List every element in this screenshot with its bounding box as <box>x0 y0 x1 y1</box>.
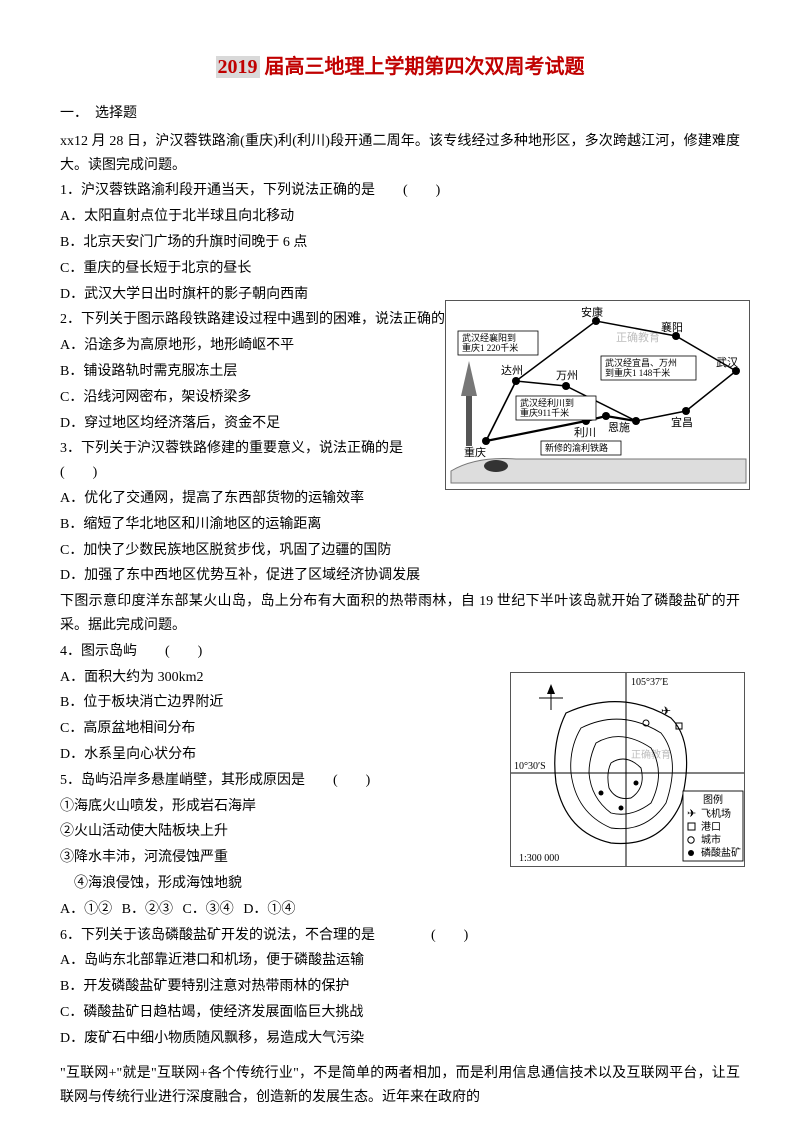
svg-text:武汉: 武汉 <box>716 356 738 369</box>
svg-text:襄阳: 襄阳 <box>661 320 683 334</box>
svg-text:105°37′E: 105°37′E <box>631 677 668 688</box>
svg-text:武汉经襄阳到: 武汉经襄阳到 <box>462 332 516 343</box>
q3: 3．下列关于沪汉蓉铁路修建的重要意义，说法正确的是 ( ) <box>60 437 430 485</box>
title-rest: 届高三地理上学期第四次双周考试题 <box>260 56 585 78</box>
svg-text:宜昌: 宜昌 <box>671 415 693 429</box>
q3-d: D．加强了东中西地区优势互补，促进了区域经济协调发展 <box>60 564 740 588</box>
title-year: 2019 <box>216 56 260 78</box>
page-title: 2019 届高三地理上学期第四次双周考试题 <box>60 50 740 84</box>
section-heading: 一． 选择题 <box>60 102 740 126</box>
q4: 4．图示岛屿 ( ) <box>60 640 498 664</box>
figure-island-map: 105°37′E 10°30′S 正确教育 ✈ 1:300 000 图例 ✈ 飞… <box>510 672 745 867</box>
svg-text:武汉经宜昌、万州: 武汉经宜昌、万州 <box>605 357 677 368</box>
q5-1: ①海底火山喷发，形成岩石海岸 <box>60 795 498 819</box>
q4-c: C．高原盆地相间分布 <box>60 717 498 741</box>
svg-text:重庆: 重庆 <box>464 445 486 459</box>
q6-a: A．岛屿东北部靠近港口和机场，便于磷酸盐运输 <box>60 949 740 973</box>
q6-d: D．废矿石中细小物质随风飘移，易造成大气污染 <box>60 1027 740 1051</box>
q3-c: C．加快了少数民族地区脱贫步伐，巩固了边疆的国防 <box>60 539 430 563</box>
q5: 5．岛屿沿岸多悬崖峭壁，其形成原因是 ( ) <box>60 769 498 793</box>
svg-text:到重庆1 148千米: 到重庆1 148千米 <box>605 367 670 378</box>
svg-text:达州: 达州 <box>501 364 523 377</box>
q5-ob: B．②③ <box>122 902 173 917</box>
svg-text:安康: 安康 <box>581 305 603 319</box>
svg-text:城市: 城市 <box>701 833 721 846</box>
intro-3: "互联网+"就是"互联网+各个传统行业"，不是简单的两者相加，而是利用信息通信技… <box>60 1062 740 1110</box>
q2-a: A．沿途多为高原地形，地形崎岖不平 <box>60 334 430 358</box>
intro-2: 下图示意印度洋东部某火山岛，岛上分布有大面积的热带雨林，自 19 世纪下半叶该岛… <box>60 590 740 638</box>
q4-b: B．位于板块消亡边界附近 <box>60 691 498 715</box>
q6: 6．下列关于该岛磷酸盐矿开发的说法，不合理的是 ( ) <box>60 924 740 948</box>
q4-d: D．水系呈向心状分布 <box>60 743 498 767</box>
svg-text:正确教育: 正确教育 <box>631 748 671 761</box>
svg-text:重庆911千米: 重庆911千米 <box>520 407 569 418</box>
q4-a: A．面积大约为 300km2 <box>60 666 498 690</box>
svg-text:✈: ✈ <box>661 704 671 718</box>
q5-oa: A．①② <box>60 902 112 917</box>
q5-oc: C．③④ <box>182 902 233 917</box>
svg-text:万州: 万州 <box>556 370 578 382</box>
intro-1: xx12 月 28 日，沪汉蓉铁路渝(重庆)利(利川)段开通二周年。该专线经过多… <box>60 130 740 178</box>
q1-c: C．重庆的昼长短于北京的昼长 <box>60 257 740 281</box>
q1-b: B．北京天安门广场的升旗时间晚于 6 点 <box>60 231 740 255</box>
svg-text:利川: 利川 <box>574 426 596 439</box>
svg-text:1:300 000: 1:300 000 <box>519 853 559 864</box>
q2-b: B．铺设路轨时需克服冻土层 <box>60 360 430 384</box>
q5-4: ④海浪侵蚀，形成海蚀地貌 <box>60 872 498 896</box>
svg-text:图例: 图例 <box>703 793 723 806</box>
q3-a: A．优化了交通网，提高了东西部货物的运输效率 <box>60 487 430 511</box>
q1-a: A．太阳直射点位于北半球且向北移动 <box>60 205 740 229</box>
q5-options: A．①② B．②③ C．③④ D．①④ <box>60 898 498 922</box>
svg-text:新修的渝利铁路: 新修的渝利铁路 <box>545 442 608 453</box>
svg-text:恩施: 恩施 <box>608 421 630 434</box>
figure-railway-map: 正确教育 重庆 达州 万州 利川 恩施 宜昌 武汉 襄阳 安康 武汉经襄阳到 重… <box>445 300 750 490</box>
q3-b: B．缩短了华北地区和川渝地区的运输距离 <box>60 513 430 537</box>
q5-od: D．①④ <box>243 902 295 917</box>
q6-c: C．磷酸盐矿日趋枯竭，使经济发展面临巨大挑战 <box>60 1001 740 1025</box>
svg-text:武汉经利川到: 武汉经利川到 <box>520 397 574 408</box>
q2-c: C．沿线河网密布，架设桥梁多 <box>60 386 430 410</box>
svg-text:重庆1 220千米: 重庆1 220千米 <box>462 342 518 353</box>
q5-2: ②火山活动使大陆板块上升 <box>60 820 498 844</box>
svg-text:港口: 港口 <box>701 821 721 833</box>
svg-text:✈: ✈ <box>687 808 696 820</box>
svg-text:10°30′S: 10°30′S <box>514 761 546 772</box>
q6-b: B．开发磷酸盐矿要特别注意对热带雨林的保护 <box>60 975 740 999</box>
svg-text:磷酸盐矿: 磷酸盐矿 <box>701 846 741 859</box>
q5-3: ③降水丰沛，河流侵蚀严重 <box>60 846 498 870</box>
q2-d: D．穿过地区均经济落后，资金不足 <box>60 412 430 436</box>
svg-text:飞机场: 飞机场 <box>701 807 731 820</box>
q1: 1．沪汉蓉铁路渝利段开通当天，下列说法正确的是 ( ) <box>60 179 740 203</box>
